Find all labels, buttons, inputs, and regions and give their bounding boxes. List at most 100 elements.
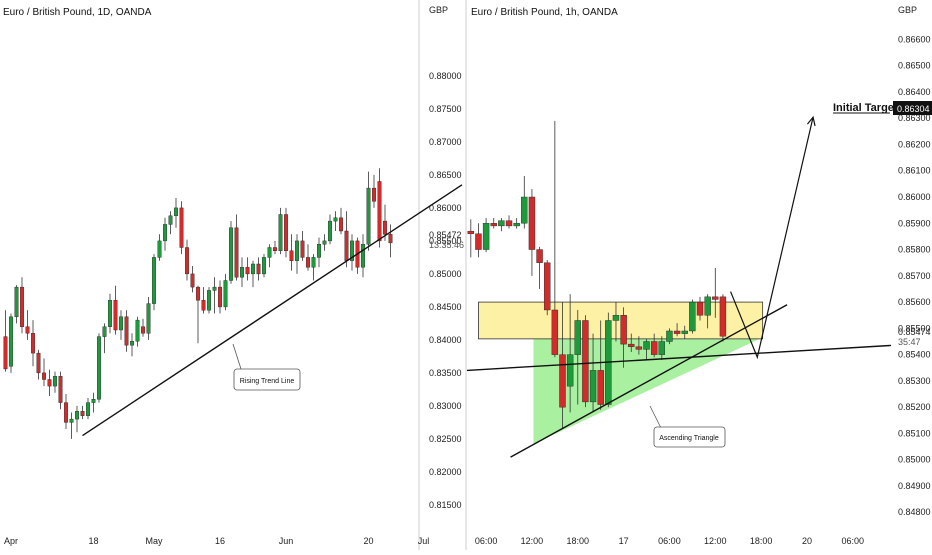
- time-tick-label: Apr: [4, 536, 18, 546]
- candle-down: [190, 273, 195, 288]
- candle-up: [666, 330, 673, 342]
- candle-down: [490, 223, 497, 227]
- candle-up: [168, 215, 173, 225]
- candle-down: [42, 372, 46, 380]
- candle-down: [344, 230, 349, 261]
- price-tick-label: 0.85400: [898, 350, 931, 360]
- candle-down: [3, 336, 8, 370]
- candle-down: [372, 187, 376, 202]
- candle-up: [130, 341, 134, 346]
- chart2-annotation-ascending-triangle[interactable]: Ascending Triangle: [649, 405, 726, 448]
- candle-down: [47, 379, 52, 387]
- candle-down: [124, 316, 129, 346]
- candle-down: [20, 286, 24, 327]
- candle-up: [498, 220, 505, 227]
- candle-up: [350, 240, 354, 261]
- time-tick-label: 12:00: [521, 536, 544, 546]
- candle-up: [9, 316, 13, 367]
- candle-down: [597, 370, 604, 405]
- candle-up: [482, 223, 490, 250]
- annotation-box: [233, 368, 301, 391]
- candle-up: [14, 286, 19, 318]
- time-tick-label: 20: [363, 536, 373, 546]
- time-tick-label: 18:00: [750, 536, 773, 546]
- candle-down: [505, 220, 513, 227]
- time-tick-label: 18:00: [567, 536, 590, 546]
- price-tick-label: 0.86000: [429, 203, 462, 213]
- candle-up: [135, 319, 140, 342]
- candle-down: [113, 300, 118, 331]
- price-tick-label: 0.85600: [898, 297, 931, 307]
- projection-path: [730, 117, 814, 360]
- time-tick-label: Jul: [418, 536, 430, 546]
- candle-up: [681, 330, 688, 334]
- target-label: Initial Target: [833, 102, 898, 114]
- price-tick-label: 0.85800: [898, 245, 931, 255]
- price-tick-label: 0.86500: [429, 170, 462, 180]
- price-tick-label: 0.81500: [429, 500, 462, 510]
- candle-down: [582, 320, 589, 403]
- candle-up: [643, 341, 650, 350]
- price-tick-label: 0.85200: [898, 402, 931, 412]
- candle-up: [163, 224, 167, 242]
- price-tick-label: 0.83500: [429, 368, 462, 378]
- candle-up: [322, 240, 327, 245]
- candle-up: [223, 280, 228, 308]
- candle-up: [69, 418, 74, 423]
- price-tick-label: 0.87000: [429, 137, 462, 147]
- price-tick-label: 0.85000: [898, 455, 931, 465]
- candle-down: [218, 286, 222, 308]
- price-tick-label: 0.85500: [429, 236, 462, 246]
- chart2-time-axis: 06:00 12:00 18:00 17 06:00 12:00 18:00 20 06:00: [475, 536, 864, 546]
- price-tick-label: 0.82000: [429, 467, 462, 477]
- trend-line: [82, 184, 463, 437]
- candle-down: [58, 376, 63, 403]
- time-tick-label: Jun: [279, 536, 294, 546]
- candle-up: [152, 257, 156, 304]
- time-tick-label: 18: [88, 536, 98, 546]
- candle-up: [146, 303, 151, 334]
- price-tick-label: 0.85100: [898, 428, 931, 438]
- candle-down: [25, 326, 30, 334]
- chart1-trendlines: [82, 184, 463, 437]
- candle-up: [658, 341, 666, 355]
- time-tick-label: 17: [619, 536, 629, 546]
- candle-down: [234, 227, 239, 278]
- chart2-currency-label: GBP: [898, 5, 917, 15]
- candle-down: [551, 309, 559, 355]
- candle-up: [251, 263, 255, 275]
- annotation-label: Ascending Triangle: [659, 435, 719, 442]
- candle-up: [108, 300, 112, 327]
- candle-down: [339, 217, 343, 232]
- time-tick-label: 16: [215, 536, 225, 546]
- chart1-annotation-rising-trend-line[interactable]: Rising Trend Line: [232, 343, 301, 391]
- candle-up: [157, 240, 162, 258]
- candle-down: [712, 296, 719, 300]
- price-tick-label: 0.85900: [898, 218, 931, 228]
- price-tick-label: 0.86400: [898, 87, 931, 97]
- price-tick-label: 0.84000: [429, 335, 462, 345]
- candle-down: [383, 220, 387, 235]
- price-tick-label: 0.88000: [429, 71, 462, 81]
- candle-down: [628, 343, 635, 347]
- chart1-price-axis: 0.88000 0.87500 0.87000 0.86500 0.86000 0.855…: [429, 71, 462, 510]
- price-tick-label: 0.86200: [898, 139, 931, 149]
- chart2-target: Initial Target 0.86304: [833, 101, 932, 115]
- price-tick-label: 0.86100: [898, 166, 931, 176]
- candle-down: [36, 352, 41, 374]
- price-tick-label: 0.84900: [898, 481, 931, 491]
- candle-down: [475, 233, 482, 250]
- candle-up: [689, 301, 696, 332]
- chart1-currency-label: GBP: [429, 5, 448, 15]
- candle-up: [612, 315, 620, 321]
- target-price: 0.86304: [897, 104, 930, 114]
- price-tick-label: 0.84800: [898, 507, 931, 517]
- candle-up: [75, 410, 79, 420]
- candle-up: [91, 399, 96, 403]
- annotation-box: [653, 426, 726, 448]
- chart1-price-box: 0.85472 13:35:46: [429, 230, 464, 250]
- time-tick-label: 20: [802, 536, 812, 546]
- candle-up: [566, 354, 574, 387]
- candle-up: [361, 243, 365, 268]
